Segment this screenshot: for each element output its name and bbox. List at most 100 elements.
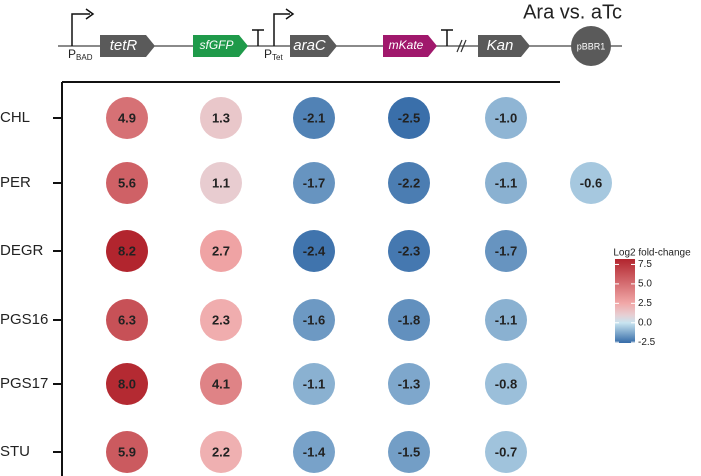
dot bbox=[388, 299, 430, 341]
promoter-label: PBAD bbox=[68, 47, 93, 62]
value-label: -1.1 bbox=[495, 312, 517, 327]
value-label: 2.7 bbox=[212, 243, 230, 258]
promoter-arrow bbox=[71, 13, 90, 46]
value-label: 8.2 bbox=[118, 243, 136, 258]
dot bbox=[485, 162, 527, 204]
dot bbox=[106, 431, 148, 473]
value-label: 1.3 bbox=[212, 110, 230, 125]
value-label: 5.9 bbox=[118, 444, 136, 459]
dot bbox=[293, 162, 335, 204]
colorbar-tick-label: 2.5 bbox=[638, 298, 652, 309]
promoter-label: PTet bbox=[264, 47, 283, 62]
gene-label: sfGFP bbox=[199, 38, 233, 52]
dot bbox=[200, 162, 242, 204]
break-mark bbox=[456, 39, 467, 53]
colorbar-tick-label: -2.5 bbox=[638, 337, 656, 348]
gene-label: araC bbox=[293, 37, 326, 54]
dot bbox=[388, 162, 430, 204]
value-label: -1.0 bbox=[495, 110, 517, 125]
gene-arrow bbox=[193, 35, 248, 57]
dot bbox=[106, 230, 148, 272]
value-label: -1.1 bbox=[303, 376, 325, 391]
terminator bbox=[441, 29, 453, 46]
dot bbox=[293, 299, 335, 341]
dot bbox=[485, 299, 527, 341]
dot bbox=[293, 431, 335, 473]
gene-arrow bbox=[100, 35, 155, 57]
row-label: PER bbox=[0, 174, 31, 191]
gene-arrow bbox=[383, 35, 437, 57]
value-label: 2.2 bbox=[212, 444, 230, 459]
row-label: DEGR bbox=[0, 242, 44, 259]
dot bbox=[106, 299, 148, 341]
dot bbox=[200, 363, 242, 405]
gene-label: mKate bbox=[389, 38, 424, 52]
dot bbox=[485, 230, 527, 272]
value-label: 8.0 bbox=[118, 376, 136, 391]
value-label: -1.7 bbox=[495, 243, 517, 258]
value-label: -0.6 bbox=[580, 175, 602, 190]
colorbar-title: Log2 fold-change bbox=[613, 248, 691, 259]
row-label: STU bbox=[0, 443, 30, 460]
value-label: 2.3 bbox=[212, 312, 230, 327]
promoter-main: P bbox=[264, 47, 272, 61]
dot bbox=[200, 230, 242, 272]
dot bbox=[200, 299, 242, 341]
gene-label: Kan bbox=[487, 37, 514, 54]
colorbar-tick-label: 7.5 bbox=[638, 259, 652, 270]
value-label: -1.1 bbox=[495, 175, 517, 190]
value-label: 5.6 bbox=[118, 175, 136, 190]
promoter-sub: BAD bbox=[76, 53, 93, 62]
value-label: -2.4 bbox=[303, 243, 326, 258]
value-label: -1.8 bbox=[398, 312, 420, 327]
chart-title: Ara vs. aTc bbox=[523, 1, 622, 23]
value-label: -0.8 bbox=[495, 376, 517, 391]
dot bbox=[388, 363, 430, 405]
value-label: -1.3 bbox=[398, 376, 420, 391]
row-label: PGS16 bbox=[0, 311, 48, 328]
gene-arrow bbox=[290, 35, 337, 57]
dot bbox=[200, 97, 242, 139]
value-label: -2.3 bbox=[398, 243, 420, 258]
dot bbox=[293, 97, 335, 139]
value-label: 6.3 bbox=[118, 312, 136, 327]
gene-label: tetR bbox=[110, 37, 138, 54]
dot bbox=[388, 431, 430, 473]
value-label: -1.6 bbox=[303, 312, 325, 327]
row-label: CHL bbox=[0, 109, 30, 126]
value-label: -1.7 bbox=[303, 175, 325, 190]
dot bbox=[200, 431, 242, 473]
origin-label: pBBR1 bbox=[577, 41, 606, 51]
promoter-arrow bbox=[273, 13, 290, 46]
promoter-sub: Tet bbox=[272, 53, 283, 62]
colorbar bbox=[615, 259, 635, 343]
value-label: -0.7 bbox=[495, 444, 517, 459]
value-label: -2.5 bbox=[398, 110, 420, 125]
value-label: -1.5 bbox=[398, 444, 420, 459]
dot bbox=[388, 97, 430, 139]
dot bbox=[106, 162, 148, 204]
dot bbox=[293, 230, 335, 272]
value-label: -2.1 bbox=[303, 110, 325, 125]
promoter-arrow-head bbox=[85, 8, 95, 20]
colorbar-tick-label: 0.0 bbox=[638, 317, 652, 328]
promoter-main: P bbox=[68, 47, 76, 61]
dot bbox=[388, 230, 430, 272]
origin bbox=[571, 26, 611, 66]
dot bbox=[485, 97, 527, 139]
value-label: 4.1 bbox=[212, 376, 230, 391]
value-label: -2.2 bbox=[398, 175, 420, 190]
value-label: 4.9 bbox=[118, 110, 136, 125]
dot bbox=[106, 97, 148, 139]
dot bbox=[293, 363, 335, 405]
gene-arrow bbox=[478, 35, 530, 57]
value-label: -1.4 bbox=[303, 444, 326, 459]
terminator bbox=[252, 29, 264, 46]
dot bbox=[570, 162, 612, 204]
dot bbox=[485, 431, 527, 473]
colorbar-tick-label: 5.0 bbox=[638, 279, 652, 290]
value-label: 1.1 bbox=[212, 175, 230, 190]
dot bbox=[106, 363, 148, 405]
dot bbox=[485, 363, 527, 405]
